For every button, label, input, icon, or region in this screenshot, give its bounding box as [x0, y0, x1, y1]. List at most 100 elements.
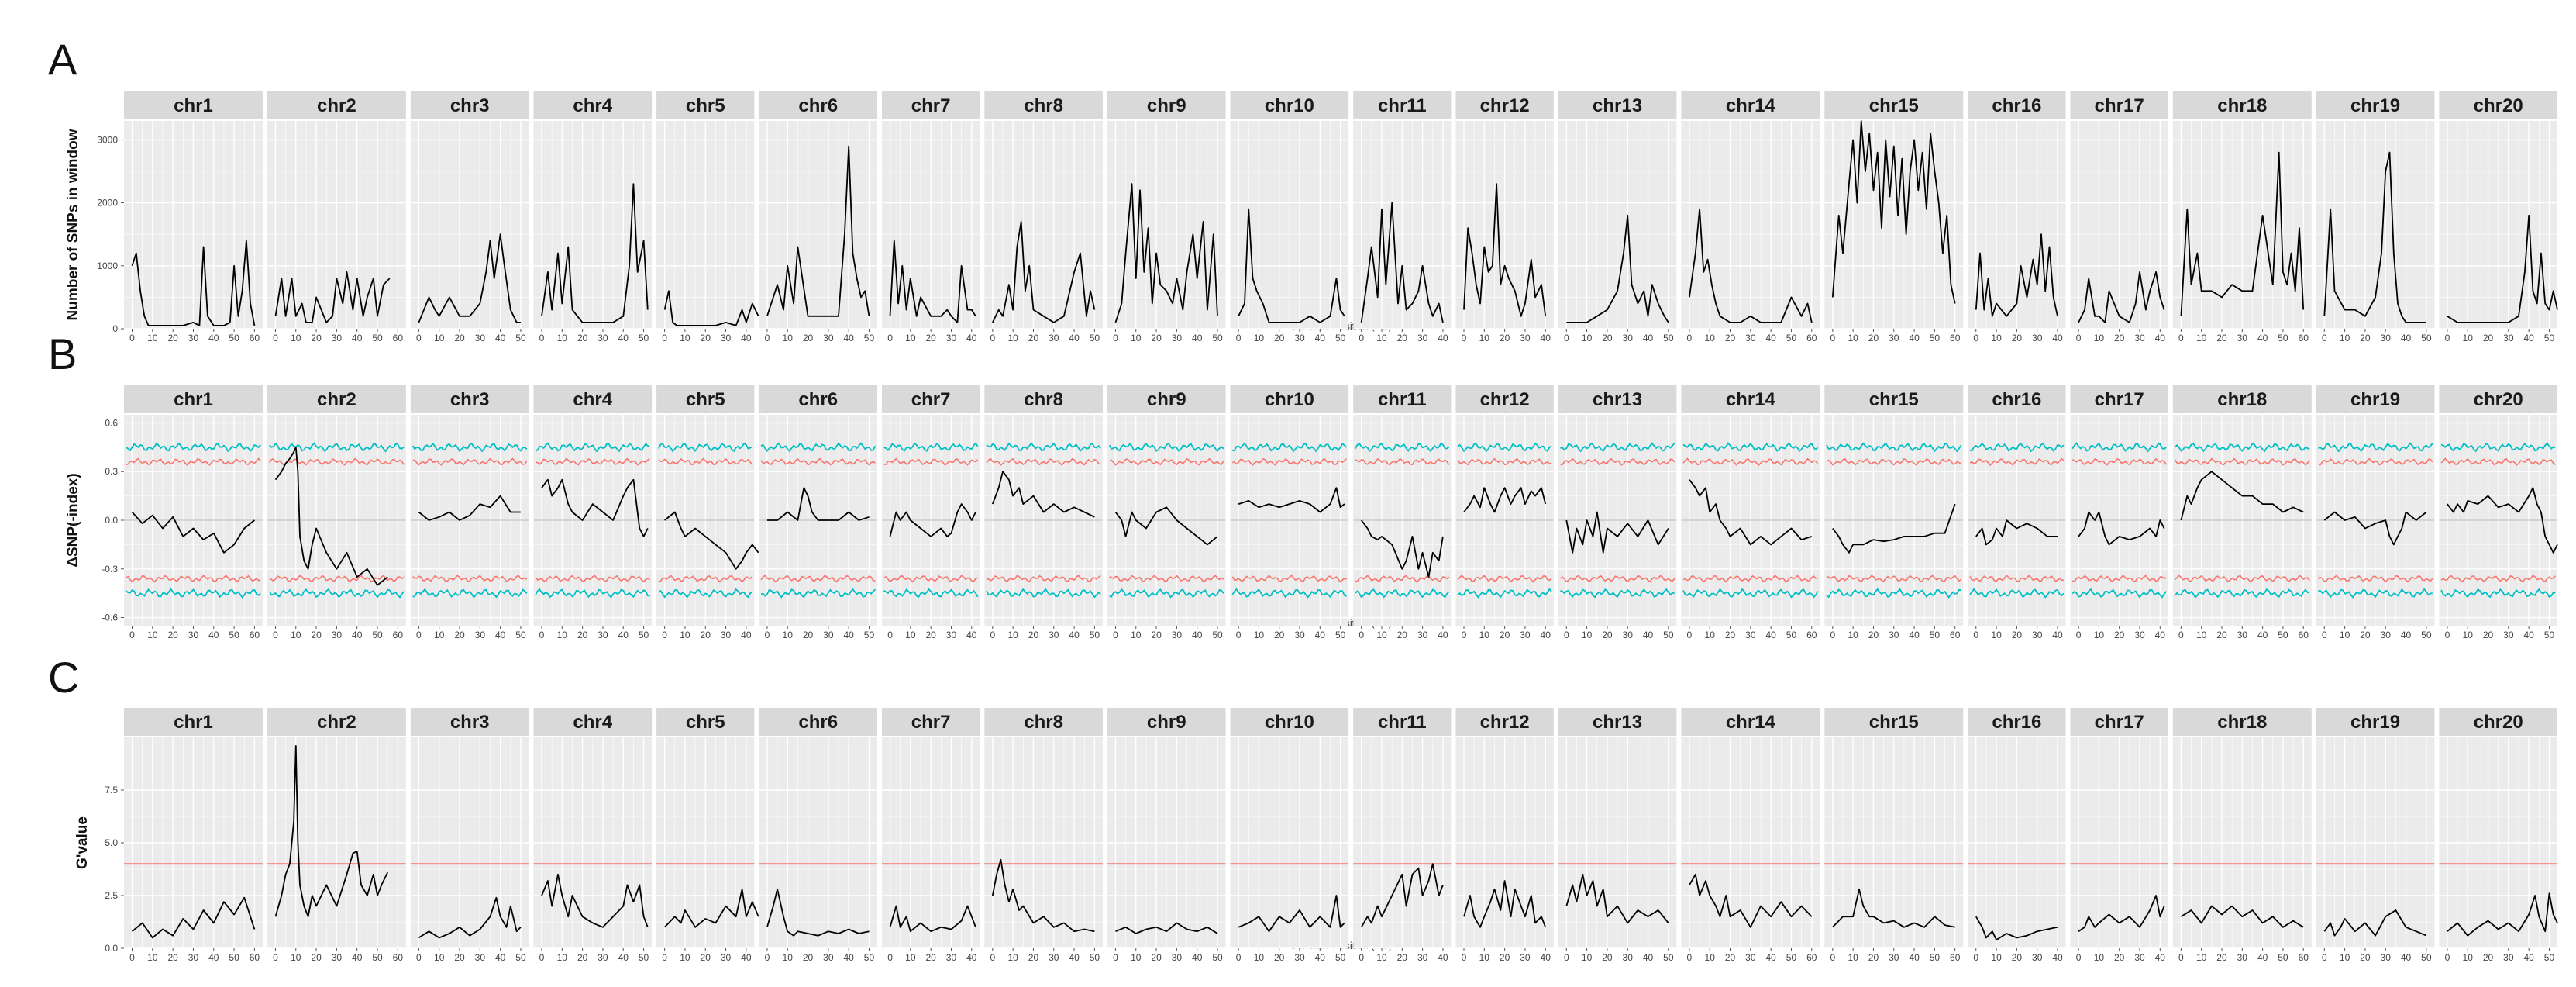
- x-tick-label: 40: [1315, 952, 1326, 963]
- x-tick-label: 40: [1438, 630, 1448, 640]
- x-tick-label: 10: [147, 952, 158, 963]
- x-tick-label: 40: [618, 630, 629, 640]
- x-tick-label: 10: [1479, 630, 1490, 640]
- facet-strip: [2070, 708, 2168, 736]
- threshold-line-upper-cyan: [1560, 442, 1675, 453]
- x-tick-label: 20: [701, 333, 711, 343]
- facet-strip: [882, 708, 980, 736]
- x-tick-label: 0: [2178, 630, 2184, 640]
- data-line-chr1: [131, 240, 256, 326]
- facet-strip-label: chr9: [1147, 389, 1186, 410]
- facet-strip-label: chr18: [2217, 712, 2267, 733]
- x-tick-label: 20: [1028, 952, 1039, 963]
- x-tick-label: 40: [2052, 952, 2063, 963]
- data-line-chr17: [2078, 511, 2165, 546]
- x-tick-label: 20: [925, 952, 936, 963]
- x-tick-label: 10: [1991, 952, 2002, 963]
- x-tick-label: 0: [2445, 333, 2450, 343]
- x-tick-label: 30: [332, 952, 343, 963]
- threshold-line-upper-red: [883, 457, 979, 466]
- x-tick-label: 10: [557, 952, 568, 963]
- data-line-chr1: [131, 511, 255, 554]
- x-tick-label: 40: [2155, 630, 2166, 640]
- threshold-line-upper-red: [412, 457, 528, 466]
- x-tick-label: 0: [990, 630, 995, 640]
- x-tick-label: 30: [1745, 630, 1756, 640]
- x-tick-label: 30: [2381, 952, 2392, 963]
- x-tick-label: 50: [515, 333, 526, 343]
- x-tick-label: 40: [1192, 333, 1203, 343]
- data-line-chr6: [766, 888, 870, 937]
- x-tick-label: 30: [946, 952, 957, 963]
- x-tick-label: 0: [416, 952, 422, 963]
- x-tick-label: 10: [2463, 952, 2474, 963]
- facet-strip-label: chr14: [1726, 712, 1776, 733]
- x-tick-label: 20: [2012, 333, 2023, 343]
- x-tick-label: 20: [2012, 630, 2023, 640]
- x-tick-label: 30: [1520, 952, 1531, 963]
- x-tick-label: 50: [1786, 952, 1797, 963]
- x-tick-label: 60: [250, 333, 260, 343]
- facet-strip-label: chr6: [798, 389, 838, 410]
- x-tick-label: 20: [1151, 952, 1162, 963]
- x-tick-label: 30: [1294, 630, 1305, 640]
- x-tick-label: 10: [2340, 952, 2350, 963]
- facet-strip-label: chr9: [1147, 712, 1186, 733]
- x-tick-label: 50: [2421, 630, 2432, 640]
- threshold-line-lower-red: [2071, 575, 2167, 583]
- x-tick-label: 10: [783, 630, 794, 640]
- data-line-chr4: [541, 873, 649, 928]
- threshold-line-upper-red: [986, 457, 1101, 466]
- x-tick-label: 20: [2114, 952, 2125, 963]
- y-tick-label: 0.0: [105, 943, 118, 954]
- facet-strip: [2172, 385, 2312, 413]
- x-tick-label: 40: [966, 952, 977, 963]
- data-line-chr8: [991, 221, 1096, 323]
- data-line-chr18: [2180, 905, 2304, 928]
- facet-strip-label: chr17: [2095, 712, 2144, 733]
- x-tick-label: 40: [2257, 333, 2268, 343]
- data-line-chr17: [2078, 895, 2165, 932]
- facet-strip-label: chr12: [1480, 389, 1530, 410]
- threshold-line-lower-cyan: [1457, 588, 1552, 599]
- x-tick-label: 40: [495, 630, 506, 640]
- x-tick-label: 50: [229, 333, 239, 343]
- x-tick-label: 10: [680, 333, 690, 343]
- facet-strip-label: chr7: [911, 389, 951, 410]
- x-tick-label: 10: [680, 630, 690, 640]
- threshold-line-upper-cyan: [535, 442, 650, 453]
- threshold-line-upper-cyan: [2317, 442, 2433, 453]
- data-line-chr13: [1565, 511, 1669, 554]
- x-tick-label: 0: [887, 630, 893, 640]
- y-tick-label: 0.0: [105, 515, 118, 526]
- threshold-line-lower-cyan: [412, 588, 528, 599]
- x-tick-label: 0: [662, 333, 667, 343]
- x-tick-label: 20: [577, 630, 588, 640]
- x-tick-label: 30: [1417, 952, 1428, 963]
- x-tick-label: 40: [966, 333, 977, 343]
- facet-strip-label: chr4: [573, 389, 612, 410]
- facet-strip: [124, 708, 263, 736]
- x-tick-label: 50: [2421, 333, 2432, 343]
- threshold-line-upper-cyan: [1682, 442, 1819, 453]
- x-tick-label: 0: [1236, 952, 1242, 963]
- x-tick-label: 10: [1131, 333, 1142, 343]
- facet-strip-label: chr8: [1024, 712, 1063, 733]
- x-tick-label: 0: [539, 630, 545, 640]
- y-axis-label: Number of SNPs in window: [65, 129, 81, 320]
- data-line-chr14: [1689, 479, 1813, 546]
- facet-strip-label: chr16: [1992, 95, 2041, 116]
- x-tick-label: 20: [1500, 952, 1510, 963]
- threshold-line-upper-red: [1682, 457, 1819, 467]
- y-axis-label: ΔSNP(-index): [65, 473, 81, 567]
- x-tick-label: 40: [843, 952, 854, 963]
- x-tick-label: 50: [1930, 630, 1941, 640]
- facet-strip: [410, 708, 529, 736]
- panel-letter-C: C: [48, 653, 79, 702]
- x-tick-label: 60: [393, 630, 404, 640]
- facet-strip: [1558, 385, 1677, 413]
- data-line-chr7: [889, 240, 976, 323]
- facet-strip: [656, 91, 755, 119]
- x-tick-label: 40: [208, 630, 219, 640]
- facet-strip-label: chr20: [2474, 712, 2523, 733]
